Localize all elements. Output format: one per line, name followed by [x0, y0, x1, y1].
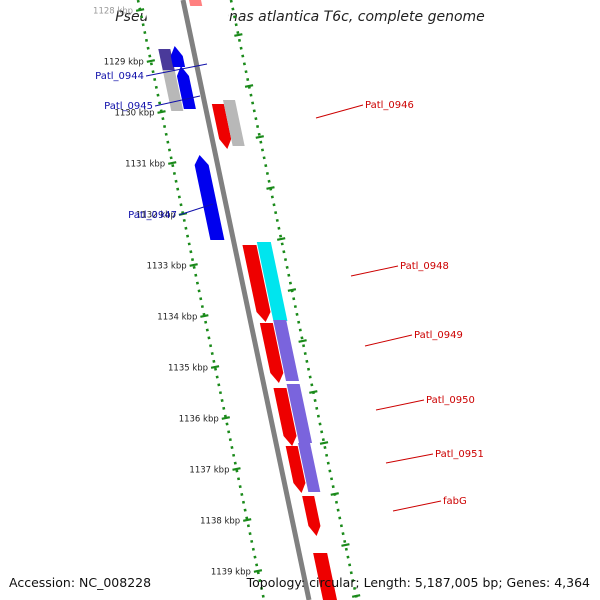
- gene-label-patl_0949: Patl_0949: [414, 330, 463, 341]
- ruler-ticks: [135, 8, 361, 598]
- gene-feature: [194, 155, 225, 240]
- ruler-tick-label: 1131 kbp: [125, 160, 165, 170]
- outer-tick: [319, 441, 329, 445]
- gene-label-patl_0944: Patl_0944: [95, 71, 144, 82]
- feature-band: [143, 0, 307, 600]
- ruler-tick: [135, 8, 145, 12]
- gene-feature: [223, 100, 245, 146]
- gene-label-patl_0950: Patl_0950: [426, 395, 475, 406]
- ruler-tick-label: 1130 kbp: [114, 109, 154, 119]
- outer-tick: [309, 390, 318, 394]
- summary-text: Topology: circular; Length: 5,187,005 bp…: [246, 575, 590, 590]
- gene-feature: [242, 245, 271, 322]
- gene-label-patl_0946: Patl_0946: [365, 100, 414, 111]
- outer-tick: [351, 594, 361, 598]
- backbone-line: [180, 0, 312, 600]
- gene-label-patl_0945: Patl_0945: [104, 101, 153, 112]
- outer-tick: [341, 543, 350, 547]
- label-leader: [178, 203, 214, 216]
- label-leader: [392, 500, 442, 512]
- gene-feature: [298, 443, 321, 492]
- outer-tick: [244, 84, 254, 88]
- ruler-tick: [221, 416, 230, 420]
- gene-feature: [158, 49, 176, 72]
- gene-feature: [170, 46, 186, 67]
- labels: 1128 kbp 1129 kbp 1130 kbp 1131 kbp 1132 kbp…: [93, 7, 484, 578]
- gene-label-patl_0947: Patl_0947: [128, 210, 177, 221]
- ruler-tick-label: 1134 kbp: [157, 313, 197, 323]
- label-leader: [385, 453, 434, 464]
- gene-feature: [256, 242, 288, 321]
- outer-tick: [266, 186, 275, 190]
- ruler-tick-label: 1136 kbp: [179, 415, 219, 425]
- label-leader: [350, 265, 399, 277]
- label-leader: [364, 334, 413, 347]
- gene-label-patl_0948: Patl_0948: [400, 261, 449, 272]
- ruler-tick-label: 1133 kbp: [147, 262, 187, 272]
- ruler-tick-label: 1139 kbp: [211, 568, 251, 578]
- ruler-tick: [189, 263, 198, 267]
- gene-feature: [211, 104, 232, 149]
- outer-tick: [287, 288, 297, 292]
- ruler-tick: [210, 365, 220, 369]
- ruler-tick: [168, 161, 177, 165]
- gene-feature: [286, 384, 313, 443]
- gene-feature: [188, 0, 203, 6]
- label-leaders: [145, 63, 442, 512]
- ruler-tick: [253, 569, 263, 573]
- gene-feature: [285, 446, 306, 493]
- outer-tick: [330, 492, 339, 496]
- accession-text: Accession: NC_008228: [9, 575, 152, 590]
- backbone: [180, 0, 312, 600]
- ruler-tick-label: 1135 kbp: [168, 364, 208, 374]
- label-leader: [315, 104, 364, 119]
- outer-tick: [298, 339, 307, 343]
- gene-feature: [259, 323, 284, 383]
- ruler-tick-label: 1128 kbp: [93, 7, 133, 17]
- ruler-tick-label: 1132 kbp: [136, 211, 176, 221]
- ruler-tick: [146, 59, 156, 63]
- gene-label-patl_0951: Patl_0951: [435, 449, 484, 460]
- label-leader: [145, 63, 208, 77]
- label-leader: [154, 95, 201, 107]
- ruler-tick-label: 1138 kbp: [200, 517, 240, 527]
- label-leader: [375, 399, 425, 411]
- gene-feature: [302, 496, 321, 536]
- outer-tick: [234, 33, 243, 37]
- gene-feature: [273, 320, 300, 381]
- ruler-tick: [157, 110, 166, 114]
- gene-label-fabg: fabG: [443, 496, 467, 507]
- ruler-tick-label: 1137 kbp: [189, 466, 229, 476]
- ruler-tick: [242, 518, 252, 522]
- ruler-tick: [200, 314, 209, 318]
- outer-tick: [255, 135, 264, 139]
- gene-features: [158, 0, 338, 600]
- outer-tick: [276, 237, 286, 241]
- ruler-tick: [232, 467, 241, 471]
- gene-feature: [313, 553, 338, 600]
- ruler-tick-label: 1129 kbp: [104, 58, 144, 68]
- gene-feature: [273, 388, 297, 446]
